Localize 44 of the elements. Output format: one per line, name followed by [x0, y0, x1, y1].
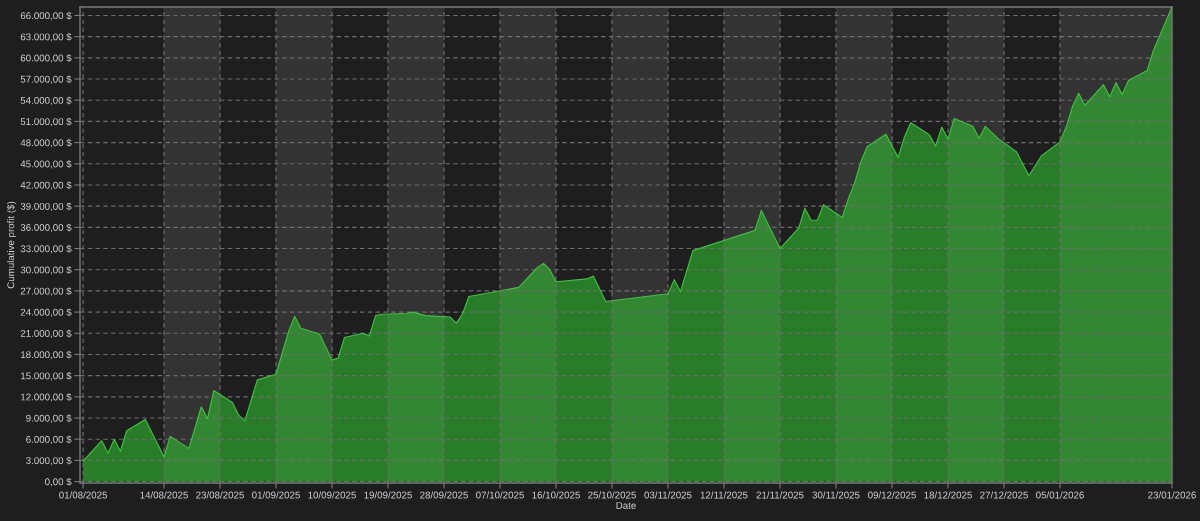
y-tick-label: 0,00 $	[45, 477, 72, 487]
y-tick-label: 60.000,00 $	[20, 54, 72, 63]
y-tick-label: 45.000,00 $	[20, 160, 72, 169]
x-axis-title: Date	[616, 502, 636, 509]
x-tick-label: 30/11/2025	[812, 491, 860, 499]
x-tick-label: 12/11/2025	[700, 491, 748, 499]
x-tick-label: 01/09/2025	[252, 491, 300, 499]
x-tick-label: 01/08/2025	[59, 491, 108, 499]
y-tick-label: 33.000,00 $	[20, 244, 72, 254]
x-tick-label: 18/12/2025	[924, 491, 972, 499]
y-tick-label: 15.000,00 $	[21, 371, 72, 381]
y-tick-label: 3.000,00 $	[26, 456, 72, 466]
y-tick-label: 30.000,00 $	[20, 266, 72, 275]
y-tick-label: 51.000,00 $	[20, 117, 72, 127]
y-tick-label: 21.000,00 $	[20, 329, 72, 339]
x-tick-label: 23/01/2026	[1148, 491, 1196, 499]
y-tick-label: 66.000,00 $	[20, 11, 72, 21]
y-tick-label: 39.000,00 $	[20, 202, 72, 211]
x-tick-label: 09/12/2025	[868, 491, 916, 499]
y-tick-label: 9.000,00 $	[26, 414, 72, 423]
x-tick-label: 28/09/2025	[420, 491, 468, 499]
x-tick-label: 14/08/2025	[140, 491, 188, 499]
y-tick-label: 42.000,00 $	[20, 181, 72, 190]
y-tick-label: 6.000,00 $	[26, 435, 72, 444]
x-tick-label: 21/11/2025	[756, 491, 804, 499]
y-tick-label: 18.000,00 $	[21, 350, 72, 360]
x-tick-label: 23/08/2025	[196, 491, 244, 499]
y-tick-label: 63.000,00 $	[20, 32, 72, 42]
y-tick-label: 24.000,00 $	[20, 308, 72, 317]
y-tick-label: 54.000,00 $	[20, 96, 72, 105]
x-tick-label: 27/12/2025	[980, 491, 1028, 499]
y-axis-title: Cumulative profit ($)	[6, 201, 17, 289]
x-tick-label: 19/09/2025	[364, 491, 412, 499]
x-tick-label: 05/01/2026	[1036, 491, 1084, 499]
y-tick-label: 27.000,00 $	[20, 287, 72, 296]
x-tick-label: 03/11/2025	[644, 491, 692, 499]
y-tick-label: 48.000,00 $	[20, 138, 72, 148]
y-tick-label: 12.000,00 $	[21, 393, 72, 402]
y-tick-label: 57.000,00 $	[20, 75, 72, 84]
x-tick-label: 25/10/2025	[588, 491, 636, 499]
x-tick-label: 07/10/2025	[476, 491, 524, 499]
x-tick-label: 16/10/2025	[532, 491, 580, 499]
x-tick-label: 10/09/2025	[308, 491, 356, 499]
y-tick-label: 36.000,00 $	[20, 223, 72, 233]
